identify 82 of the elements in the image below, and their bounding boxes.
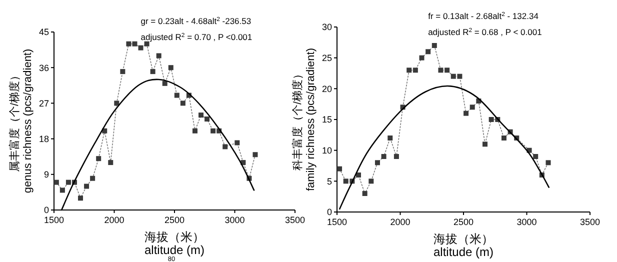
point (343, 178, 348, 184)
y-tick-label: 45 (38, 27, 49, 38)
x-tick-label: 2500 (164, 215, 185, 225)
text: fr = 0.13alt - 2.68alt$^{2}$ - 132.34 (428, 11, 539, 21)
point (368, 178, 374, 184)
x-tick-label: 3500 (284, 215, 306, 225)
point (168, 65, 174, 70)
point (488, 117, 494, 122)
point (84, 184, 90, 189)
point (126, 41, 132, 46)
point (60, 188, 65, 193)
point (426, 49, 431, 54)
x-tick-label: 3500 (580, 217, 600, 227)
point (337, 166, 342, 172)
point (138, 45, 144, 50)
point (78, 196, 84, 201)
x-tick-label: 3000 (224, 215, 245, 225)
point (406, 68, 412, 73)
point (501, 136, 506, 140)
point (419, 55, 424, 60)
y-tick-label: 10 (322, 146, 332, 156)
x-axis-title: 海拔（米） altitude (m) (433, 232, 494, 259)
point (132, 41, 138, 46)
y-tick-label: 5 (326, 176, 332, 186)
point (222, 144, 228, 150)
y-tick-label: 18 (38, 134, 49, 144)
y-tick-label: 20 (322, 84, 332, 94)
point (470, 104, 475, 110)
point (388, 136, 393, 140)
point (204, 116, 210, 122)
point (438, 68, 444, 73)
y-tick-label: 0 (44, 205, 49, 216)
point (457, 74, 462, 79)
y-tick-label: 9 (44, 170, 49, 180)
point (356, 172, 362, 178)
y-tick-label: 30 (322, 22, 332, 32)
point (444, 68, 450, 73)
point (533, 154, 538, 159)
annotation: adjusted R$^{2}$ = 0.70 , P <0.001 (140, 32, 252, 42)
point (234, 140, 240, 146)
y-tick-label: 36 (38, 62, 49, 73)
point (450, 74, 456, 79)
point (381, 154, 386, 159)
point (192, 128, 198, 134)
y-tick-label: 15 (322, 114, 332, 125)
point (412, 68, 418, 73)
point (114, 100, 120, 106)
point (546, 160, 551, 166)
x-tick-label: 2000 (390, 217, 410, 227)
point (180, 100, 186, 106)
y-tick-label: 27 (38, 98, 49, 108)
text: gr = 0.23alt - 4.68alt$^{2}$ -236.53 (140, 16, 252, 26)
point (150, 69, 156, 74)
x-tick-label: 2000 (104, 215, 124, 225)
point (394, 154, 399, 159)
y-tick-label: 25 (322, 53, 332, 64)
point (252, 152, 258, 158)
point (432, 43, 437, 48)
point (174, 92, 180, 98)
point (66, 180, 71, 185)
point (156, 53, 162, 58)
y-axis-title: 属丰富度（个/梯度） genus richness (pcs/gradient) (8, 48, 34, 194)
y-tick-label: 0 (326, 207, 332, 218)
point (90, 176, 96, 181)
point (464, 110, 469, 116)
y-axis-title: 科丰富度（个/梯度） family richness (pcs/gradient) (291, 48, 317, 192)
x-tick-label: 1500 (44, 215, 64, 225)
point (210, 128, 216, 134)
point (162, 80, 168, 86)
x-tick-label: 2500 (453, 217, 474, 227)
x-tick-label: 1500 (326, 217, 348, 227)
point (108, 160, 114, 166)
annotation: adjusted R$^{2}$ = 0.68 , P < 0.001 (428, 27, 542, 37)
x-tick-label: 3000 (516, 217, 537, 227)
point (198, 112, 204, 118)
point (374, 160, 380, 166)
point (482, 142, 488, 147)
point (120, 69, 126, 74)
point (96, 156, 102, 162)
x-axis-title: 海拔（米） altitude (m) (144, 230, 205, 257)
point (362, 191, 368, 196)
point (54, 180, 59, 185)
